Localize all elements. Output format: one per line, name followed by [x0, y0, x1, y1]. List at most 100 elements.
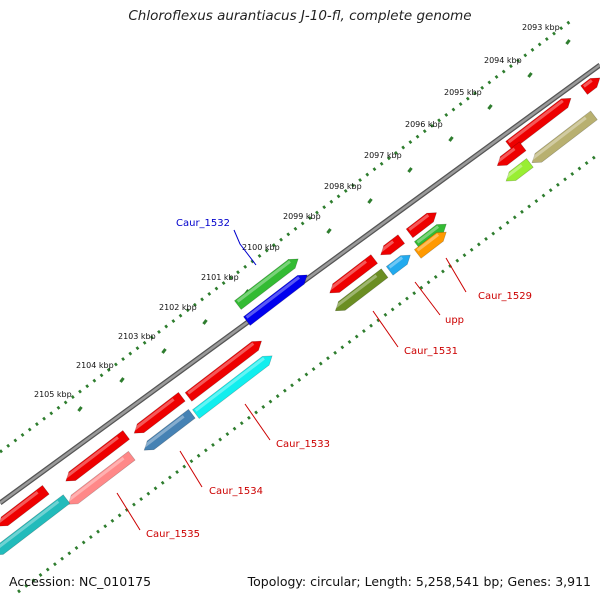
gene-label[interactable]: Caur_1532 — [176, 218, 230, 229]
gene-arrow-highlight — [334, 274, 378, 309]
gene-arrow-body — [133, 391, 186, 434]
tick-mark — [119, 377, 125, 383]
gene-arrow-body — [385, 254, 411, 276]
gene-arrow-body — [413, 231, 447, 259]
gene-arrow[interactable] — [503, 158, 534, 186]
tick-label: 2105 kbp — [34, 390, 72, 399]
tick-mark — [527, 72, 533, 78]
gene-arrow-body — [192, 355, 273, 419]
gene-arrow[interactable] — [131, 391, 186, 437]
gene-arrow-highlight — [236, 260, 291, 303]
gene-label[interactable]: Caur_1531 — [404, 346, 458, 357]
gene-arrow[interactable] — [192, 351, 276, 419]
gene-label[interactable]: Caur_1534 — [209, 486, 263, 497]
tick-label: 2104 kbp — [76, 361, 114, 370]
tick-label: 2094 kbp — [484, 56, 522, 65]
gene-arrow[interactable] — [65, 450, 136, 508]
gene-arrow[interactable] — [529, 110, 598, 167]
tick-label: 2103 kbp — [118, 332, 156, 341]
tick-mark — [161, 348, 167, 354]
leader-line — [179, 450, 203, 488]
gene-arrow-body — [580, 77, 600, 95]
gene-arrow[interactable] — [494, 141, 527, 170]
tick-mark — [407, 167, 413, 173]
leader-line — [445, 257, 467, 293]
tick-label: 2100 kbp — [242, 243, 280, 252]
leader-line — [116, 492, 141, 531]
tick-mark — [448, 136, 454, 142]
gene-arrow[interactable] — [62, 430, 130, 486]
gene-arrow[interactable] — [405, 208, 440, 239]
map-title: Chloroflexus aurantiacus J-10-fl, comple… — [128, 8, 472, 24]
tick-mark — [326, 228, 332, 234]
gene-arrow-body — [505, 158, 534, 182]
gene-label[interactable]: Caur_1535 — [146, 529, 200, 540]
tick-mark — [77, 406, 83, 412]
tick-label: 2098 kbp — [324, 182, 362, 191]
gene-arrow[interactable] — [580, 74, 600, 95]
gene-arrow[interactable] — [377, 234, 406, 260]
gene-arrow-body — [334, 268, 389, 312]
gene-label[interactable]: upp — [445, 315, 464, 326]
leader-line — [244, 403, 271, 441]
tick-mark — [487, 104, 493, 110]
gene-arrow[interactable] — [0, 484, 50, 530]
gene-arrow[interactable] — [184, 337, 265, 402]
tick-mark — [202, 319, 208, 325]
tick-label: 2093 kbp — [522, 23, 560, 32]
gene-arrow[interactable] — [326, 254, 379, 298]
gene-arrow[interactable] — [413, 228, 449, 259]
gene-arrow[interactable] — [0, 494, 71, 560]
gene-arrow-highlight — [388, 256, 404, 269]
gene-label[interactable]: Caur_1529 — [478, 291, 532, 302]
tick-mark — [565, 39, 571, 45]
accession-text: Accession: NC_010175 — [9, 574, 152, 589]
gene-arrow-highlight — [328, 260, 367, 291]
gene-arrow-body — [184, 340, 262, 402]
gene-arrow-body — [143, 408, 196, 451]
gene-arrow-highlight — [143, 415, 185, 448]
tick-mark — [367, 198, 373, 204]
outer-dotted-ring — [0, 18, 573, 454]
tick-label: 2096 kbp — [405, 120, 443, 129]
gene-arrow-highlight — [194, 357, 265, 412]
gene-arrow-highlight — [416, 233, 440, 252]
gene-arrow-body — [243, 274, 308, 326]
gene-arrow-body — [329, 254, 379, 294]
gene-arrow-highlight — [507, 99, 564, 144]
tick-label: 2095 kbp — [444, 88, 482, 97]
gene-arrow-highlight — [416, 225, 440, 244]
gene-arrow-highlight — [408, 213, 430, 231]
gene-arrow-highlight — [64, 436, 119, 479]
gene-arrow-highlight — [0, 500, 60, 553]
gene-arrow-body — [496, 141, 527, 167]
gene-arrow-body — [0, 494, 71, 556]
topology-text: Topology: circular; Length: 5,258,541 bp… — [247, 574, 591, 589]
gene-arrow-highlight — [187, 342, 255, 395]
gene-arrow-highlight — [530, 116, 587, 161]
tick-label: 2101 kbp — [201, 273, 239, 282]
tick-label: 2102 kbp — [159, 303, 197, 312]
leader-line — [233, 229, 257, 266]
gene-arrow-highlight — [496, 147, 516, 164]
gene-arrow-body — [65, 430, 130, 482]
gene-arrow-body — [234, 258, 299, 310]
tick-label: 2099 kbp — [283, 212, 321, 221]
gene-arrow-highlight — [379, 240, 395, 253]
gene-arrow[interactable] — [234, 255, 301, 310]
gene-arrow-highlight — [504, 164, 523, 179]
gene-arrow-highlight — [0, 491, 39, 524]
gene-arrow-body — [531, 110, 598, 164]
gene-arrow-highlight — [67, 456, 125, 502]
gene-arrow[interactable] — [243, 271, 310, 326]
gene-arrow-highlight — [245, 276, 300, 319]
gene-arrow[interactable] — [332, 268, 389, 315]
gene-label[interactable]: Caur_1533 — [276, 439, 330, 450]
gene-arrow[interactable] — [385, 251, 413, 276]
leader-line — [414, 281, 441, 316]
gene-arrow-highlight — [133, 398, 175, 431]
gene-arrow-body — [380, 234, 406, 256]
gene-arrow-body — [0, 484, 50, 527]
gene-arrow[interactable] — [141, 408, 196, 454]
